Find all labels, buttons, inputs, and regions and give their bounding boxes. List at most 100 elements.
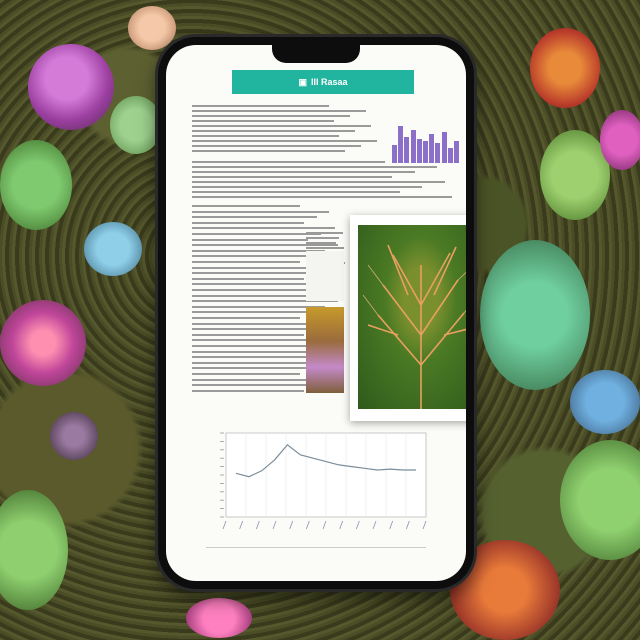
text-line [192, 300, 338, 303]
cell-magenta-right [600, 110, 640, 170]
text-line [192, 266, 330, 269]
text-line [192, 322, 330, 325]
text-line [192, 345, 321, 347]
mini-bar [441, 132, 447, 163]
mini-bar [398, 125, 404, 163]
text-line [306, 242, 336, 244]
cell-green-right [540, 130, 610, 220]
text-line [306, 227, 335, 229]
thumbnail-placeholder [306, 251, 344, 301]
text-line [192, 328, 317, 331]
cell-blue-right [570, 370, 640, 434]
text-line [192, 191, 400, 193]
cell-pink-left [0, 300, 86, 386]
phone-screen: ▣ III Rasaa [166, 45, 466, 581]
cell-red-right [530, 28, 600, 108]
text-line [192, 130, 356, 132]
cell-blue-left [84, 222, 142, 276]
text-line [192, 120, 335, 122]
text-line [306, 232, 343, 234]
text-line [192, 361, 326, 364]
mini-bar [423, 141, 428, 163]
x-tick [372, 520, 377, 530]
thumbnail-image[interactable] [306, 307, 344, 393]
text-line [192, 210, 330, 213]
text-line [192, 350, 309, 353]
text-line [192, 384, 317, 387]
mini-bar [416, 138, 422, 163]
text-line [192, 305, 326, 308]
text-line [192, 311, 313, 314]
text-line [192, 238, 309, 241]
x-tick [389, 520, 394, 530]
x-tick [339, 520, 344, 530]
text-line [192, 277, 305, 280]
text-line [192, 317, 300, 319]
text-line [192, 115, 351, 117]
mini-bar [429, 134, 435, 163]
text-line [192, 166, 438, 168]
text-line [192, 221, 305, 224]
mini-bar [392, 145, 397, 163]
text-line [192, 135, 340, 137]
cell-dark-left [50, 412, 98, 460]
x-tick [322, 520, 327, 530]
x-tick [272, 520, 277, 530]
text-line [192, 367, 313, 370]
text-line [192, 294, 309, 297]
text-line [192, 150, 345, 152]
footer-bar [206, 547, 426, 564]
mini-bar [447, 147, 453, 163]
cell-magenta [28, 44, 114, 130]
mini-bar-chart [388, 115, 460, 163]
text-line [192, 216, 317, 219]
app-title: III Rasaa [310, 77, 348, 87]
text-line [192, 339, 334, 342]
text-line [192, 244, 338, 247]
x-tick [239, 520, 244, 530]
text-line [192, 125, 372, 127]
text-line [192, 373, 300, 375]
text-line [192, 255, 313, 258]
text-line [306, 247, 344, 249]
text-line [192, 140, 377, 142]
cell-teal-right [480, 240, 590, 390]
text-line [192, 356, 338, 359]
text-line [192, 205, 300, 207]
text-line [192, 333, 305, 336]
text-line [192, 249, 326, 252]
x-tick [422, 520, 427, 530]
cell-green-top [110, 96, 162, 154]
text-line [192, 171, 415, 173]
image-preview-card[interactable] [350, 215, 466, 421]
phone-frame: ▣ III Rasaa [158, 37, 474, 589]
text-line [192, 181, 445, 183]
cell-green-bottom-right [560, 440, 640, 560]
cell-green-left [0, 140, 72, 230]
text-line [192, 289, 321, 291]
x-tick [255, 520, 260, 530]
text-line [192, 261, 300, 263]
cell-pink-bottom [186, 598, 252, 638]
plant-image [358, 225, 466, 409]
text-line [192, 389, 305, 392]
text-line [192, 283, 334, 286]
text-line [192, 272, 317, 275]
text-line [192, 105, 329, 107]
line-chart-panel [196, 425, 444, 539]
x-tick [222, 520, 227, 530]
mini-bar [454, 141, 459, 163]
mini-bar [404, 136, 410, 163]
text-line [192, 161, 385, 163]
text-line [192, 196, 453, 198]
text-line [192, 233, 321, 235]
text-line [192, 176, 393, 178]
text-line [192, 145, 361, 147]
mini-bar [435, 143, 441, 163]
image-icon: ▣ [298, 76, 307, 87]
series-line [235, 443, 416, 478]
text-line [192, 227, 334, 230]
cell-peach-top [128, 6, 176, 50]
app-header[interactable]: ▣ III Rasaa [232, 70, 414, 94]
x-tick [405, 520, 410, 530]
